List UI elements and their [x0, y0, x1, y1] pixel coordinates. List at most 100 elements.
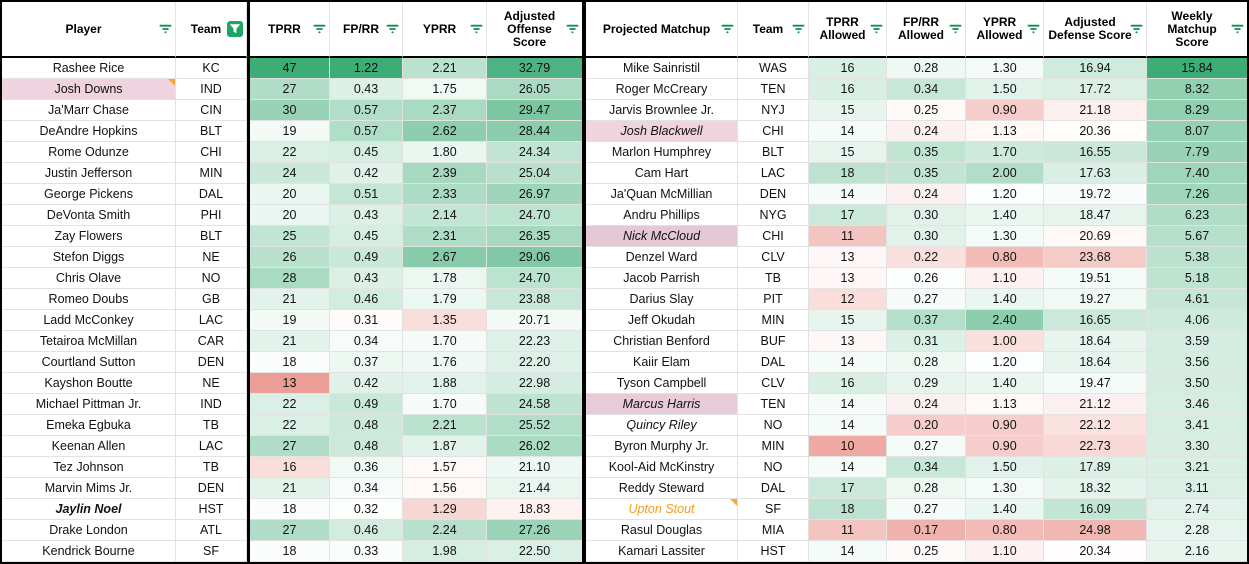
matchup-cell[interactable]: Tyson Campbell	[586, 373, 738, 394]
column-header-adjusted-defense-score[interactable]: Adjusted Defense Score	[1044, 2, 1147, 58]
value-cell[interactable]: 30	[250, 100, 330, 121]
value-cell[interactable]: 26.05	[487, 79, 582, 100]
column-header-team[interactable]: Team	[176, 2, 247, 58]
value-cell[interactable]: 18	[250, 499, 330, 520]
matchup-cell[interactable]: Reddy Steward	[586, 478, 738, 499]
player-cell[interactable]: Ja'Marr Chase	[2, 100, 176, 121]
value-cell[interactable]: 0.45	[330, 142, 403, 163]
player-cell[interactable]: Rome Odunze	[2, 142, 176, 163]
value-cell[interactable]: 0.27	[887, 436, 966, 457]
value-cell[interactable]: 0.27	[887, 289, 966, 310]
value-cell[interactable]: 4.06	[1147, 310, 1247, 331]
value-cell[interactable]: 0.36	[330, 457, 403, 478]
value-cell[interactable]: 0.32	[330, 499, 403, 520]
value-cell[interactable]: 0.46	[330, 289, 403, 310]
filter-icon[interactable]	[159, 23, 172, 35]
value-cell[interactable]: 3.21	[1147, 457, 1247, 478]
value-cell[interactable]: 2.24	[403, 520, 487, 541]
value-cell[interactable]: 1.22	[330, 58, 403, 79]
player-cell[interactable]: DeAndre Hopkins	[2, 121, 176, 142]
value-cell[interactable]: 23.68	[1044, 247, 1147, 268]
value-cell[interactable]: 0.31	[887, 331, 966, 352]
value-cell[interactable]: 2.28	[1147, 520, 1247, 541]
team-cell[interactable]: DAL	[738, 352, 809, 373]
value-cell[interactable]: 1.30	[966, 58, 1044, 79]
value-cell[interactable]: 17.63	[1044, 163, 1147, 184]
team-cell[interactable]: LAC	[176, 310, 247, 331]
value-cell[interactable]: 1.20	[966, 184, 1044, 205]
value-cell[interactable]: 14	[809, 541, 887, 562]
filter-icon[interactable]	[386, 23, 399, 35]
value-cell[interactable]: 0.35	[887, 142, 966, 163]
value-cell[interactable]: 1.10	[966, 268, 1044, 289]
value-cell[interactable]: 22.73	[1044, 436, 1147, 457]
value-cell[interactable]: 2.16	[1147, 541, 1247, 562]
team-cell[interactable]: TB	[738, 268, 809, 289]
team-cell[interactable]: PHI	[176, 205, 247, 226]
matchup-cell[interactable]: Kool-Aid McKinstry	[586, 457, 738, 478]
filter-icon[interactable]	[1231, 23, 1244, 35]
value-cell[interactable]: 15	[809, 142, 887, 163]
value-cell[interactable]: 0.35	[887, 163, 966, 184]
team-cell[interactable]: ATL	[176, 520, 247, 541]
value-cell[interactable]: 1.50	[966, 457, 1044, 478]
value-cell[interactable]: 27.26	[487, 520, 582, 541]
player-cell[interactable]: DeVonta Smith	[2, 205, 176, 226]
value-cell[interactable]: 0.43	[330, 205, 403, 226]
value-cell[interactable]: 24.34	[487, 142, 582, 163]
value-cell[interactable]: 24	[250, 163, 330, 184]
value-cell[interactable]: 19.72	[1044, 184, 1147, 205]
value-cell[interactable]: 0.24	[887, 121, 966, 142]
value-cell[interactable]: 2.67	[403, 247, 487, 268]
player-cell[interactable]: Romeo Doubs	[2, 289, 176, 310]
value-cell[interactable]: 3.46	[1147, 394, 1247, 415]
matchup-cell[interactable]: Cam Hart	[586, 163, 738, 184]
value-cell[interactable]: 18.47	[1044, 205, 1147, 226]
value-cell[interactable]: 1.30	[966, 226, 1044, 247]
value-cell[interactable]: 22	[250, 415, 330, 436]
value-cell[interactable]: 13	[809, 247, 887, 268]
team-cell[interactable]: DAL	[176, 184, 247, 205]
team-cell[interactable]: HST	[176, 499, 247, 520]
value-cell[interactable]: 1.79	[403, 289, 487, 310]
player-cell[interactable]: Stefon Diggs	[2, 247, 176, 268]
value-cell[interactable]: 17	[809, 478, 887, 499]
value-cell[interactable]: 17	[809, 205, 887, 226]
filter-icon[interactable]	[949, 23, 962, 35]
team-cell[interactable]: SF	[738, 499, 809, 520]
player-cell[interactable]: Marvin Mims Jr.	[2, 478, 176, 499]
value-cell[interactable]: 19.27	[1044, 289, 1147, 310]
column-header-fp-rr[interactable]: FP/RR	[330, 2, 403, 58]
value-cell[interactable]: 1.13	[966, 394, 1044, 415]
value-cell[interactable]: 22.23	[487, 331, 582, 352]
value-cell[interactable]: 21	[250, 478, 330, 499]
value-cell[interactable]: 25.52	[487, 415, 582, 436]
value-cell[interactable]: 12	[809, 289, 887, 310]
value-cell[interactable]: 29.06	[487, 247, 582, 268]
value-cell[interactable]: 0.33	[330, 541, 403, 562]
value-cell[interactable]: 24.98	[1044, 520, 1147, 541]
value-cell[interactable]: 1.75	[403, 79, 487, 100]
player-cell[interactable]: Ladd McConkey	[2, 310, 176, 331]
value-cell[interactable]: 0.22	[887, 247, 966, 268]
team-cell[interactable]: BLT	[176, 121, 247, 142]
value-cell[interactable]: 27	[250, 79, 330, 100]
value-cell[interactable]: 15	[809, 100, 887, 121]
matchup-cell[interactable]: Byron Murphy Jr.	[586, 436, 738, 457]
value-cell[interactable]: 11	[809, 226, 887, 247]
value-cell[interactable]: 16.09	[1044, 499, 1147, 520]
team-cell[interactable]: TB	[176, 415, 247, 436]
value-cell[interactable]: 0.80	[966, 247, 1044, 268]
player-cell[interactable]: Kayshon Boutte	[2, 373, 176, 394]
team-cell[interactable]: MIA	[738, 520, 809, 541]
value-cell[interactable]: 2.39	[403, 163, 487, 184]
value-cell[interactable]: 18.32	[1044, 478, 1147, 499]
player-cell[interactable]: Chris Olave	[2, 268, 176, 289]
player-cell[interactable]: Drake London	[2, 520, 176, 541]
team-cell[interactable]: CHI	[738, 226, 809, 247]
value-cell[interactable]: 19	[250, 310, 330, 331]
value-cell[interactable]: 1.70	[403, 394, 487, 415]
value-cell[interactable]: 2.00	[966, 163, 1044, 184]
team-cell[interactable]: DAL	[738, 478, 809, 499]
team-cell[interactable]: MIN	[738, 436, 809, 457]
